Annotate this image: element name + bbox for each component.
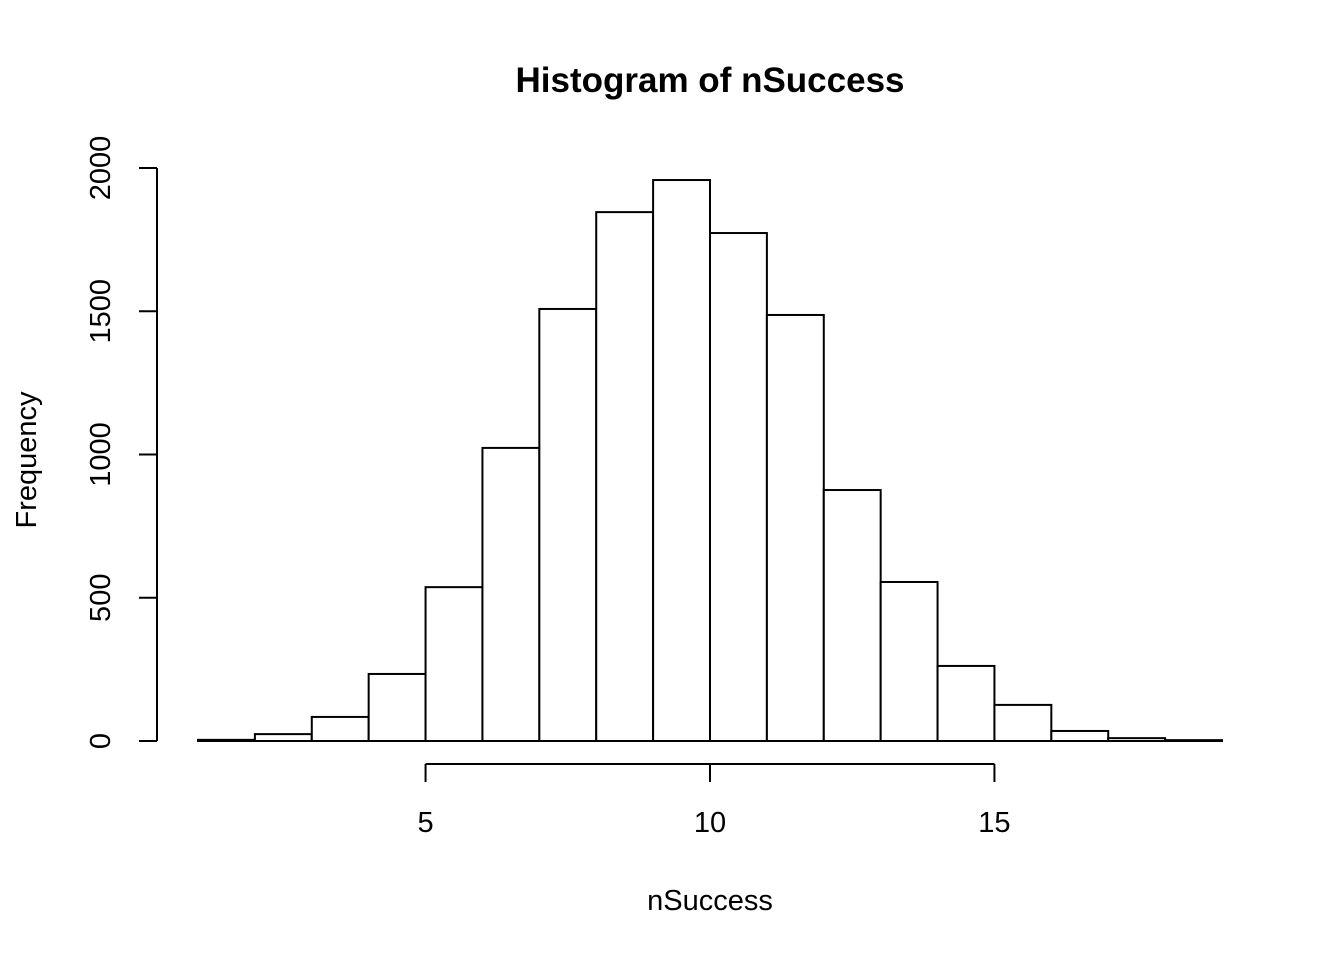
bar — [652, 179, 711, 742]
y-tick-label: 2000 — [85, 136, 117, 201]
bar — [1107, 737, 1167, 743]
bar — [367, 672, 427, 742]
x-tick-label: 5 — [417, 807, 433, 839]
bar — [993, 703, 1053, 742]
x-tick-label: 10 — [694, 807, 726, 839]
x-axis-label: nSuccess — [647, 885, 773, 917]
bar — [765, 313, 825, 742]
bar — [310, 715, 370, 743]
y-tick-label: 1500 — [85, 279, 117, 344]
bar — [253, 733, 313, 743]
bar — [481, 446, 541, 742]
x-tick-label: 15 — [978, 807, 1010, 839]
bar — [709, 232, 768, 743]
bar — [197, 738, 256, 743]
bar — [424, 586, 484, 742]
y-tick-label: 0 — [85, 733, 117, 749]
y-tick-label: 500 — [85, 574, 117, 622]
y-tick-label: 1000 — [85, 422, 117, 487]
bar — [936, 664, 996, 743]
bar — [879, 580, 939, 742]
bar — [822, 489, 882, 742]
bar — [1050, 729, 1110, 742]
chart-title: Histogram of nSuccess — [516, 61, 905, 100]
bar — [595, 211, 655, 743]
y-axis-label: Frequency — [11, 391, 43, 529]
bar — [1164, 739, 1223, 743]
bar — [538, 307, 598, 742]
